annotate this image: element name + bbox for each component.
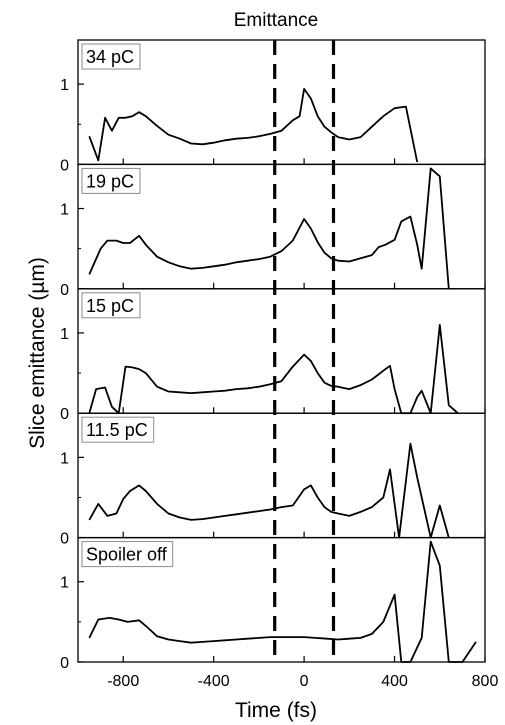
- series-line: [88, 88, 419, 163]
- x-tick-label: 400: [381, 673, 408, 690]
- panel-4: 0 1 Spoiler off: [60, 536, 486, 672]
- panel-label-box: [81, 167, 141, 194]
- y-tick-label: 1: [60, 77, 69, 94]
- y-tick-label: 0: [60, 655, 69, 672]
- y-tick-label: 0: [60, 282, 69, 299]
- panel-label: 19 pC: [86, 171, 134, 191]
- x-tick-label: 0: [300, 673, 309, 690]
- y-axis-label: Slice emittance (µm): [26, 257, 49, 449]
- y-tick-label: 1: [60, 450, 69, 467]
- chart-title: Emittance: [234, 10, 318, 31]
- panel-label: Spoiler off: [86, 545, 168, 565]
- panel-label-box: [81, 292, 141, 319]
- x-tick-label: 800: [472, 673, 499, 690]
- x-axis-label: Time (fs): [235, 699, 317, 722]
- x-tick-label: -800: [107, 673, 139, 690]
- y-tick-label: 0: [60, 157, 69, 174]
- panel-3: 0 1 11.5 pC: [60, 412, 486, 548]
- y-tick-label: 0: [60, 406, 69, 423]
- panel-label: 34 pC: [86, 47, 134, 67]
- panel-label-box: [81, 43, 141, 70]
- panel-frame: [77, 536, 486, 663]
- dashed-lines-group: [273, 40, 336, 662]
- panel-label: 15 pC: [86, 296, 134, 316]
- series-line: [88, 540, 477, 663]
- panel-2: 0 1 15 pC: [60, 288, 486, 423]
- panel-label: 11.5 pC: [86, 420, 148, 440]
- y-tick-label: 1: [60, 575, 69, 592]
- series-line: [88, 167, 450, 289]
- y-tick-label: 1: [60, 202, 69, 219]
- panel-label-box: [81, 416, 155, 443]
- panels-group: 0 1 34 pC 0 1 19 pC 0 1 15 pC 0 1 11.5 pC 0 1 Spoiler …: [60, 39, 486, 672]
- panel-1: 0 1 19 pC: [60, 163, 486, 299]
- panel-0: 0 1 34 pC: [60, 39, 486, 174]
- y-tick-label: 0: [60, 531, 69, 548]
- panel-label-box: [81, 541, 174, 568]
- y-tick-label: 1: [60, 326, 69, 343]
- x-axis-ticks: -800 -400 0 400 800: [107, 673, 498, 690]
- x-tick-label: -400: [198, 673, 230, 690]
- series-line: [88, 442, 450, 539]
